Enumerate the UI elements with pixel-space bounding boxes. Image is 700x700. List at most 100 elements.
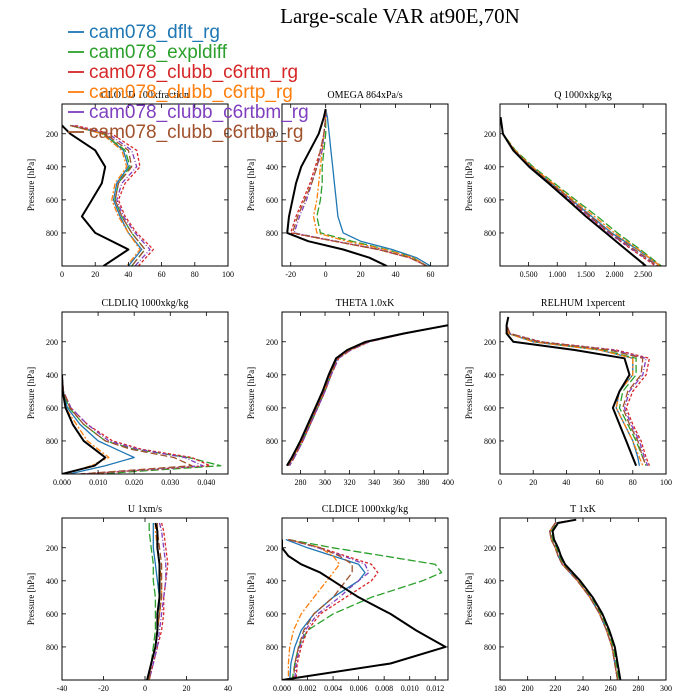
x-tick-label: 1.000: [548, 270, 566, 279]
series-line-2: [316, 109, 428, 266]
series-line-2: [288, 324, 448, 467]
y-tick-label: 600: [266, 610, 278, 619]
panel-title: OMEGA 864xPa/s: [327, 90, 402, 101]
series-group: [500, 117, 662, 266]
y-tick-label: 600: [266, 404, 278, 413]
panel-7: U 1xm/s -40 -20 0 20 40 200 400 600 800 Pressure […: [26, 504, 232, 693]
series-line-1: [500, 117, 661, 266]
y-tick-label: 200: [266, 544, 278, 553]
y-tick-label: 800: [484, 643, 496, 652]
y-axis-label: Pressure [hPa]: [246, 573, 256, 625]
x-tick-label: 40: [124, 270, 132, 279]
x-tick-label: 2.000: [605, 270, 623, 279]
series-line-7: [286, 324, 448, 467]
x-tick-label: 60: [158, 270, 166, 279]
series-group: [549, 518, 622, 680]
legend-item-label: cam078_clubb_c6rtp_rg: [89, 82, 293, 103]
x-tick-label: 60: [596, 478, 604, 487]
series-line-2: [70, 124, 146, 266]
x-tick-label: -40: [57, 684, 68, 693]
panel-1: CLOUD 100xfraction 0 20 40 60 80 100 200 400 600 8…: [26, 90, 234, 279]
series-line-3: [288, 538, 379, 680]
y-tick-label: 800: [46, 643, 58, 652]
series-line-6: [549, 519, 619, 680]
x-tick-label: 0.000: [273, 684, 291, 693]
x-tick-label: 20: [357, 270, 365, 279]
series-line-6: [70, 124, 146, 266]
series-line-1: [325, 108, 431, 266]
series-line-6: [505, 316, 647, 466]
x-tick-label: 280: [632, 684, 644, 693]
legend-item-label: cam078_clubb_c6rtm_rg: [89, 62, 298, 83]
x-tick-label: 80: [629, 478, 637, 487]
legend-item-label: cam078_expldiff: [89, 42, 228, 63]
y-tick-label: 600: [46, 610, 58, 619]
x-tick-label: 40: [562, 478, 570, 487]
y-axis-label: Pressure [hPa]: [26, 159, 36, 211]
series-line-5: [549, 519, 619, 680]
series-line-6: [500, 117, 659, 266]
series-group: [286, 324, 448, 467]
x-tick-label: 280: [294, 478, 306, 487]
series-line-1: [287, 324, 448, 467]
x-tick-label: 0: [498, 478, 502, 487]
y-tick-label: 600: [484, 404, 496, 413]
panel-6: RELHUM 1xpercent 0 20 40 60 80 100 200 400 600 800…: [464, 298, 672, 487]
panel-title: T 1xK: [570, 504, 596, 515]
y-tick-label: 200: [46, 130, 58, 139]
x-tick-label: -20: [285, 270, 296, 279]
x-tick-label: 0.500: [520, 270, 538, 279]
y-tick-label: 200: [46, 338, 58, 347]
series-group: [146, 522, 169, 680]
y-axis-label: Pressure [hPa]: [464, 367, 474, 419]
x-tick-label: 20: [91, 270, 99, 279]
plot-frame: [281, 103, 449, 267]
legend: cam078_dflt_rgcam078_expldiffcam078_club…: [68, 22, 309, 143]
series-line-2: [288, 538, 443, 680]
series-line-4: [549, 519, 619, 680]
legend-item-label: cam078_dflt_rg: [89, 22, 220, 43]
series-line-2: [550, 519, 620, 680]
x-tick-label: 0.030: [161, 478, 179, 487]
series-line-2: [500, 117, 662, 266]
x-tick-label: 240: [577, 684, 589, 693]
y-tick-label: 200: [484, 544, 496, 553]
x-tick-label: 20: [529, 478, 537, 487]
x-tick-label: 200: [522, 684, 534, 693]
legend-item-label: cam078_clubb_c6rtbp_rg: [89, 122, 303, 143]
plot-frame: [281, 517, 449, 681]
x-tick-label: 0.000: [53, 478, 71, 487]
x-tick-label: 0.004: [324, 684, 342, 693]
plot-frame: [281, 311, 449, 475]
series-line-5: [500, 117, 658, 266]
plot-frame: [61, 311, 229, 475]
series-line-5: [288, 538, 370, 680]
x-tick-label: 0: [143, 684, 147, 693]
panel-2: OMEGA 864xPa/s -20 0 20 40 60 200 400 600 800 Pres…: [246, 90, 449, 279]
panel-title: CLOUD 100xfraction: [101, 90, 189, 101]
panel-title: CLDICE 1000xkg/kg: [322, 504, 408, 515]
series-line-7: [146, 522, 161, 680]
panel-title: THETA 1.0xK: [336, 298, 395, 309]
x-tick-label: 0: [60, 270, 64, 279]
y-tick-label: 200: [266, 130, 278, 139]
series-group: [62, 374, 222, 474]
x-tick-label: 360: [393, 478, 405, 487]
x-tick-label: 0.002: [299, 684, 317, 693]
plot-frame: [499, 103, 667, 267]
series-line-7: [282, 539, 447, 680]
y-tick-label: 600: [266, 196, 278, 205]
plot-frame: [61, 517, 229, 681]
series-group: [62, 124, 154, 266]
plot-frame: [61, 103, 229, 267]
series-line-2: [62, 374, 222, 474]
x-tick-label: 1.500: [577, 270, 595, 279]
y-tick-label: 800: [46, 229, 58, 238]
y-tick-label: 600: [46, 196, 58, 205]
panel-4: CLDLIQ 1000xkg/kg 0.000 0.010 0.020 0.030 0.0…: [26, 298, 229, 487]
y-tick-label: 800: [46, 437, 58, 446]
series-line-6: [287, 324, 448, 467]
panel-title: Q 1000xkg/kg: [554, 90, 612, 101]
series-line-6: [291, 109, 428, 266]
